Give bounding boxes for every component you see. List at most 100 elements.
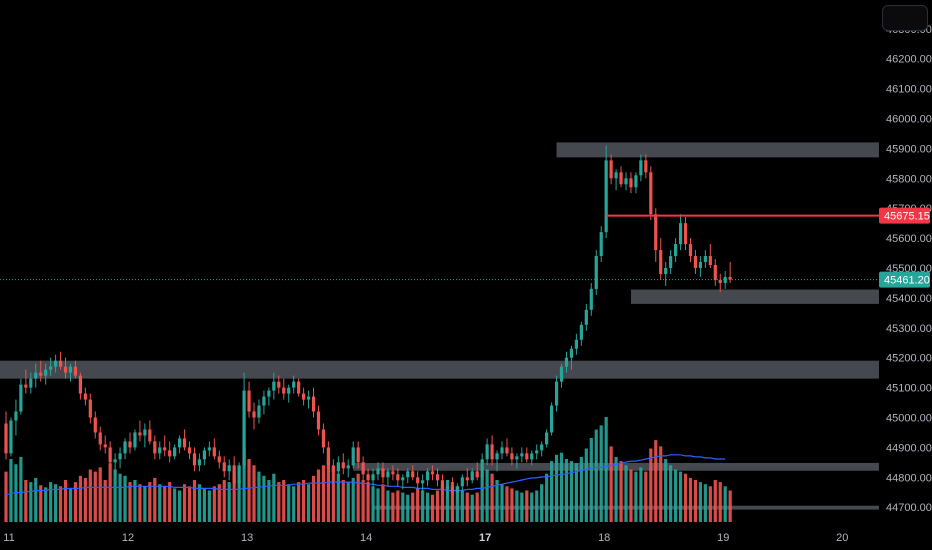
volume-bar	[78, 475, 82, 522]
volume-bar	[321, 465, 326, 522]
candle-body	[148, 429, 152, 442]
volume-bar	[589, 438, 593, 522]
volume-bar	[401, 492, 405, 522]
price-tick-label: 44700.00	[886, 502, 932, 514]
volume-bar	[371, 486, 375, 522]
volume-bar	[475, 492, 479, 522]
volume-bar	[103, 480, 107, 522]
candle	[535, 444, 539, 460]
candle	[450, 477, 454, 496]
candle	[649, 166, 653, 221]
candle	[584, 303, 588, 331]
candle	[19, 378, 23, 415]
volume-bar	[267, 480, 271, 522]
volume-bar	[83, 477, 87, 522]
candle-body	[153, 441, 157, 454]
candle	[247, 381, 251, 418]
candle-body	[227, 465, 231, 472]
candle	[277, 375, 281, 394]
candle-body	[356, 447, 360, 463]
price-tick-label: 45800.00	[886, 173, 932, 185]
volume-bar	[34, 477, 38, 522]
candle-body	[391, 471, 395, 475]
candle-body	[569, 348, 574, 358]
volume-bar	[282, 480, 286, 522]
time-tick-label: 20	[836, 532, 848, 544]
chart-settings-button[interactable]	[882, 5, 928, 31]
time-tick-label: 12	[122, 532, 134, 544]
candle-body	[93, 417, 97, 433]
time-tick-label: 17	[479, 532, 491, 544]
candle-body	[321, 429, 326, 448]
candle-body	[138, 432, 142, 436]
volume-bar	[525, 490, 529, 522]
candle-body	[78, 375, 82, 394]
volume-bar	[237, 480, 241, 522]
volume-bar	[277, 482, 281, 522]
volume-bar	[634, 471, 638, 522]
price-axis[interactable]: 46300.0046200.0046100.0046000.0045900.00…	[886, 24, 932, 514]
volume-bar	[182, 484, 187, 522]
volume-bar	[510, 488, 514, 522]
candle-body	[495, 453, 499, 460]
candle-body	[678, 223, 683, 245]
candle-body	[579, 324, 583, 340]
candle-body	[361, 462, 365, 475]
volume-bar	[118, 473, 122, 522]
candle	[718, 273, 722, 292]
candle-body	[426, 471, 430, 481]
candle-body	[272, 381, 276, 391]
volume-bar	[614, 456, 618, 522]
candle-body	[669, 256, 673, 268]
volume-bar	[609, 446, 613, 522]
volume-bar	[674, 469, 678, 522]
volume-bar	[440, 484, 445, 522]
volume-bar	[9, 459, 13, 522]
candle-body	[614, 172, 618, 179]
candle	[83, 387, 87, 406]
volume-bar	[490, 473, 494, 522]
candle-body	[73, 366, 78, 376]
candle-body	[634, 175, 638, 188]
price-tick-label: 45200.00	[886, 353, 932, 365]
candle	[108, 441, 112, 469]
candle	[282, 378, 286, 400]
candle	[287, 384, 291, 403]
volume-bar	[49, 482, 53, 522]
time-axis[interactable]: 11 12 13 14 17 18 19 20	[3, 532, 848, 544]
candle	[153, 435, 157, 460]
candle	[326, 441, 330, 472]
candle	[515, 453, 519, 469]
candle	[58, 351, 63, 370]
candle-body	[708, 256, 712, 266]
volume-bar	[396, 490, 400, 522]
candle-body	[173, 447, 177, 457]
candle	[579, 321, 583, 346]
candle	[366, 468, 370, 490]
candle-body	[351, 447, 355, 466]
candle-body	[178, 438, 182, 448]
volume-bar	[4, 471, 8, 522]
volume-bar	[728, 490, 732, 522]
candle	[262, 390, 266, 415]
candle	[554, 375, 559, 412]
candle-body	[445, 486, 450, 490]
candle-body	[674, 244, 678, 257]
candle	[589, 282, 593, 316]
volume-bar	[173, 488, 177, 522]
candle-body	[713, 265, 717, 280]
candle	[401, 474, 405, 490]
candle	[440, 474, 445, 496]
candle	[559, 363, 564, 388]
candle	[624, 172, 628, 191]
candle-body	[222, 462, 226, 472]
volume-bar	[698, 482, 702, 522]
volume-bar	[386, 490, 390, 522]
candle-body	[316, 411, 321, 430]
volume-bar	[39, 485, 43, 522]
volume-bar	[138, 484, 142, 522]
candle	[39, 360, 43, 382]
last-price-badge: 45461.20	[879, 271, 930, 288]
volume-bar	[515, 490, 519, 522]
